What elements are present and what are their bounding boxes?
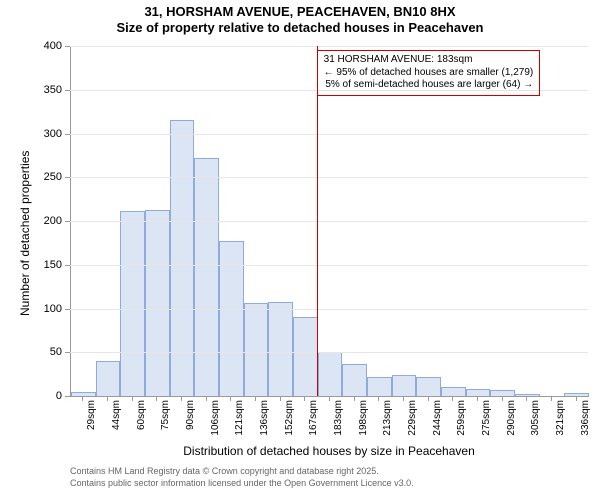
y-tick-mark [65,134,70,135]
x-tick-mark [82,396,83,401]
y-tick-mark [65,90,70,91]
y-tick-label: 250 [36,171,62,183]
x-tick-mark [206,396,207,401]
x-tick-label: 44sqm [111,400,122,440]
x-tick-mark [354,396,355,401]
x-tick-mark [576,396,577,401]
histogram-bar [367,377,392,396]
y-tick-label: 50 [36,346,62,358]
grid-line [70,46,588,47]
y-tick-mark [65,265,70,266]
y-tick-label: 100 [36,303,62,315]
histogram-bar [194,158,219,396]
y-tick-label: 300 [36,128,62,140]
histogram-bar [342,364,367,396]
x-tick-label: 90sqm [185,400,196,440]
x-tick-mark [477,396,478,401]
attribution-line1: Contains HM Land Registry data © Crown c… [70,466,414,478]
x-tick-label: 198sqm [358,400,369,440]
histogram-bar [490,390,515,396]
x-tick-mark [403,396,404,401]
x-tick-label: 183sqm [333,400,344,440]
x-tick-mark [502,396,503,401]
callout-box: 31 HORSHAM AVENUE: 183sqm← 95% of detach… [317,50,541,96]
x-tick-mark [428,396,429,401]
x-tick-label: 336sqm [580,400,591,440]
x-tick-mark [107,396,108,401]
histogram-bar [564,393,589,396]
x-tick-mark [156,396,157,401]
y-tick-mark [65,396,70,397]
histogram-bar [416,377,441,396]
grid-line [70,309,588,310]
x-tick-mark [132,396,133,401]
histogram-bar [318,352,343,396]
chart-title-line2: Size of property relative to detached ho… [0,20,600,36]
histogram-bar [96,361,121,396]
x-tick-mark [304,396,305,401]
x-tick-label: 259sqm [456,400,467,440]
x-tick-mark [230,396,231,401]
x-tick-mark [329,396,330,401]
histogram-bar [268,302,293,397]
y-tick-mark [65,352,70,353]
grid-line [70,134,588,135]
callout-line: 31 HORSHAM AVENUE: 183sqm [324,54,534,67]
x-tick-label: 75sqm [160,400,171,440]
histogram-bar [293,317,318,396]
histogram-bar [392,375,417,396]
x-tick-label: 136sqm [259,400,270,440]
chart-title-block: 31, HORSHAM AVENUE, PEACEHAVEN, BN10 8HX… [0,4,600,37]
x-tick-label: 244sqm [432,400,443,440]
histogram-bar [515,394,540,396]
x-tick-mark [452,396,453,401]
attribution-text: Contains HM Land Registry data © Crown c… [70,466,414,489]
y-tick-mark [65,309,70,310]
histogram-bar [71,392,96,396]
y-tick-label: 200 [36,215,62,227]
y-tick-mark [65,46,70,47]
x-tick-mark [378,396,379,401]
x-tick-label: 152sqm [284,400,295,440]
x-tick-label: 106sqm [210,400,221,440]
grid-line [70,265,588,266]
x-tick-mark [280,396,281,401]
callout-line: ← 95% of detached houses are smaller (1,… [324,67,534,80]
x-tick-label: 321sqm [555,400,566,440]
y-tick-label: 400 [36,40,62,52]
y-tick-label: 0 [36,390,62,402]
attribution-line2: Contains public sector information licen… [70,478,414,490]
x-tick-mark [526,396,527,401]
chart-title-line1: 31, HORSHAM AVENUE, PEACEHAVEN, BN10 8HX [0,4,600,20]
x-tick-mark [181,396,182,401]
x-tick-label: 275sqm [481,400,492,440]
grid-line [70,177,588,178]
y-tick-mark [65,221,70,222]
histogram-bar [244,303,269,396]
x-tick-label: 213sqm [382,400,393,440]
y-axis-label: Number of detached properties [18,151,32,316]
marker-line [317,46,318,396]
x-tick-label: 29sqm [86,400,97,440]
x-tick-label: 167sqm [308,400,319,440]
x-tick-label: 290sqm [506,400,517,440]
x-tick-label: 229sqm [407,400,418,440]
y-tick-label: 150 [36,259,62,271]
histogram-bar [145,210,170,396]
x-tick-mark [255,396,256,401]
x-tick-label: 60sqm [136,400,147,440]
histogram-bar [120,211,145,397]
y-tick-mark [65,177,70,178]
grid-line [70,221,588,222]
histogram-bar [170,120,195,396]
histogram-bar [466,389,491,396]
grid-line [70,352,588,353]
x-tick-label: 305sqm [530,400,541,440]
x-tick-mark [551,396,552,401]
histogram-bar [441,387,466,396]
y-tick-label: 350 [36,84,62,96]
x-tick-label: 121sqm [234,400,245,440]
x-axis-label: Distribution of detached houses by size … [70,444,588,458]
callout-line: 5% of semi-detached houses are larger (6… [324,79,534,92]
